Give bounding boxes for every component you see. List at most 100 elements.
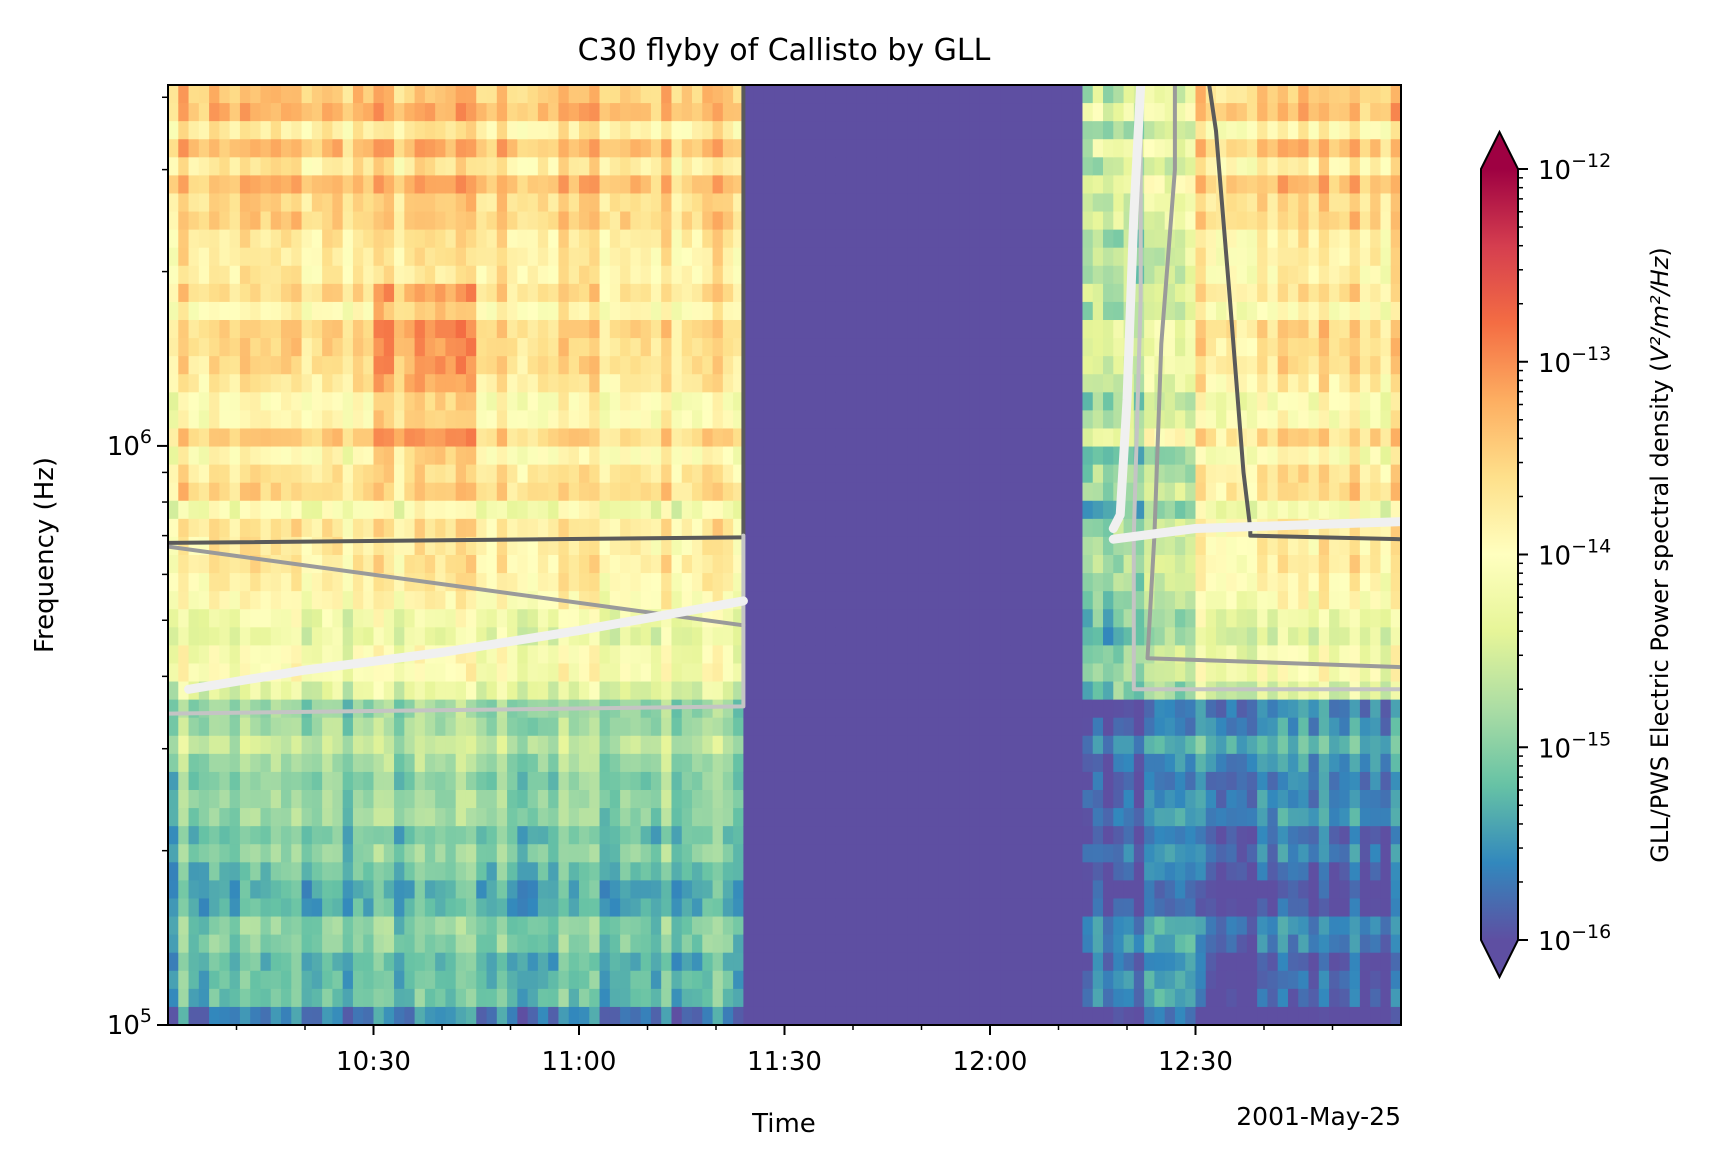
spectrogram-cell bbox=[620, 85, 631, 104]
spectrogram-cell bbox=[394, 934, 405, 954]
spectrogram-cell bbox=[527, 591, 539, 610]
spectrogram-cell bbox=[815, 338, 827, 357]
spectrogram-cell bbox=[270, 808, 282, 827]
spectrogram-cell bbox=[209, 320, 220, 339]
spectrogram-cell bbox=[486, 663, 498, 683]
spectrogram-cell bbox=[1103, 880, 1114, 900]
spectrogram-cell bbox=[260, 591, 272, 610]
spectrogram-cell bbox=[969, 356, 981, 375]
spectrogram-cell bbox=[599, 555, 611, 574]
spectrogram-cell bbox=[640, 573, 652, 592]
spectrogram-cell bbox=[1103, 121, 1114, 140]
spectrogram-cell bbox=[907, 645, 919, 665]
spectrogram-cell bbox=[856, 735, 868, 755]
spectrogram-cell bbox=[1072, 392, 1084, 411]
spectrogram-cell bbox=[301, 753, 313, 773]
spectrogram-cell bbox=[260, 753, 272, 773]
spectrogram-cell bbox=[301, 934, 313, 954]
spectrogram-cell bbox=[363, 1006, 375, 1025]
spectrogram-cell bbox=[599, 175, 611, 195]
spectrogram-cell bbox=[239, 536, 251, 556]
spectrogram-cell bbox=[476, 645, 488, 665]
spectrogram-cell bbox=[733, 771, 745, 791]
spectrogram-cell bbox=[209, 374, 220, 393]
spectrogram-cell bbox=[486, 428, 498, 448]
spectrogram-cell bbox=[928, 808, 940, 827]
spectrogram-cell bbox=[517, 121, 529, 140]
spectrogram-cell bbox=[332, 555, 344, 574]
spectrogram-cell bbox=[496, 753, 508, 773]
spectrogram-cell bbox=[763, 301, 775, 321]
spectrogram-cell bbox=[692, 482, 703, 502]
spectrogram-cell bbox=[907, 808, 919, 827]
spectrogram-cell bbox=[1072, 356, 1084, 375]
spectrogram-cell bbox=[928, 988, 940, 1008]
spectrogram-cell bbox=[1113, 410, 1125, 430]
spectrogram-cell bbox=[198, 952, 210, 972]
spectrogram-cell bbox=[1000, 790, 1012, 809]
spectrogram-cell bbox=[763, 826, 775, 845]
spectrogram-cell bbox=[537, 518, 549, 538]
spectrogram-cell bbox=[311, 952, 323, 972]
spectrogram-cell bbox=[959, 826, 971, 845]
spectrogram-cell bbox=[435, 85, 447, 104]
spectrogram-cell bbox=[712, 356, 724, 375]
spectrogram-cell bbox=[928, 500, 940, 520]
spectrogram-cell bbox=[692, 301, 703, 321]
spectrogram-cell bbox=[383, 536, 395, 556]
spectrogram-cell bbox=[496, 934, 508, 954]
spectrogram-cell bbox=[620, 988, 631, 1008]
spectrogram-cell bbox=[383, 157, 395, 176]
spectrogram-cell bbox=[301, 735, 313, 755]
spectrogram-cell bbox=[856, 862, 868, 881]
spectrogram-cell bbox=[517, 609, 529, 628]
spectrogram-cell bbox=[835, 229, 847, 249]
spectrogram-cell bbox=[763, 934, 775, 954]
spectrogram-cell bbox=[835, 790, 847, 809]
spectrogram-cell bbox=[445, 320, 457, 339]
spectrogram-cell bbox=[1113, 862, 1125, 881]
spectrogram-cell bbox=[959, 934, 971, 954]
spectrogram-cell bbox=[209, 970, 220, 990]
spectrogram-cell bbox=[527, 1006, 539, 1025]
spectrogram-cell bbox=[774, 808, 786, 827]
spectrogram-cell bbox=[301, 121, 313, 140]
spectrogram-cell bbox=[281, 536, 292, 556]
spectrogram-cell bbox=[476, 121, 488, 140]
spectrogram-cell bbox=[260, 103, 272, 122]
spectrogram-cell bbox=[322, 121, 334, 140]
spectrogram-cell bbox=[640, 952, 652, 972]
spectrogram-cell bbox=[239, 320, 251, 339]
spectrogram-cell bbox=[548, 645, 560, 665]
spectrogram-cell bbox=[856, 627, 868, 646]
spectrogram-cell bbox=[517, 826, 529, 845]
spectrogram-cell bbox=[291, 771, 303, 791]
spectrogram-cell bbox=[825, 699, 837, 719]
spectrogram-cell bbox=[352, 85, 364, 104]
spectrogram-cell bbox=[794, 609, 806, 628]
spectrogram-cell bbox=[435, 374, 447, 393]
spectrogram-cell bbox=[558, 555, 570, 574]
spectrogram-cell bbox=[805, 934, 816, 954]
spectrogram-cell bbox=[219, 211, 231, 231]
spectrogram-cell bbox=[496, 970, 508, 990]
spectrogram-cell bbox=[476, 735, 488, 755]
spectrogram-cell bbox=[805, 663, 816, 683]
spectrogram-cell bbox=[394, 862, 405, 881]
spectrogram-cell bbox=[1092, 283, 1104, 303]
spectrogram-cell bbox=[1010, 988, 1022, 1008]
spectrogram-cell bbox=[548, 1006, 560, 1025]
spectrogram-cell bbox=[1113, 898, 1125, 918]
spectrogram-cell bbox=[805, 211, 816, 231]
spectrogram-cell bbox=[1123, 771, 1135, 791]
spectrogram-cell bbox=[763, 645, 775, 665]
spectrogram-cell bbox=[517, 103, 529, 122]
spectrogram-cell bbox=[1144, 482, 1156, 502]
spectrogram-cell bbox=[640, 229, 652, 249]
spectrogram-cell bbox=[969, 699, 981, 719]
spectrogram-cell bbox=[1082, 283, 1094, 303]
spectrogram-cell bbox=[805, 518, 816, 538]
spectrogram-cell bbox=[650, 410, 662, 430]
spectrogram-cell bbox=[692, 356, 703, 375]
spectrogram-cell bbox=[712, 157, 724, 176]
